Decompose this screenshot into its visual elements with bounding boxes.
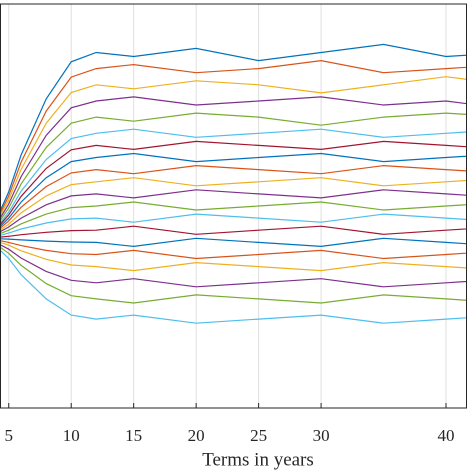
ticks: 5 10 15 20 25 30 40 bbox=[4, 403, 455, 445]
series-line bbox=[0, 76, 466, 218]
x-axis-label: Terms in years bbox=[202, 449, 314, 470]
series-line bbox=[0, 177, 466, 231]
x-tick-label: 5 bbox=[4, 426, 13, 445]
series-line bbox=[0, 240, 466, 260]
series-line bbox=[0, 112, 466, 222]
series-line bbox=[0, 140, 466, 226]
x-tick-label: 30 bbox=[313, 426, 330, 445]
series-line bbox=[0, 164, 466, 230]
grid bbox=[8, 4, 447, 408]
series-line bbox=[0, 96, 466, 220]
series-line bbox=[0, 152, 466, 228]
x-tick-label: 25 bbox=[250, 426, 267, 445]
series-line bbox=[0, 249, 466, 324]
x-tick-label: 40 bbox=[438, 426, 455, 445]
series-line bbox=[0, 241, 466, 272]
x-tick-label: 20 bbox=[188, 426, 205, 445]
series-line bbox=[0, 225, 466, 238]
x-tick-label: 10 bbox=[63, 426, 80, 445]
plot-area bbox=[0, 4, 466, 408]
lines bbox=[0, 43, 466, 324]
series-line bbox=[0, 201, 466, 235]
series-line bbox=[0, 237, 466, 248]
series-line bbox=[0, 213, 466, 236]
x-tick-label: 15 bbox=[125, 426, 142, 445]
series-line bbox=[0, 246, 466, 304]
series-line bbox=[0, 128, 466, 225]
series-line bbox=[0, 43, 466, 213]
series-line bbox=[0, 244, 466, 288]
series-line bbox=[0, 59, 466, 216]
plot-border bbox=[0, 3, 467, 409]
series-line bbox=[0, 189, 466, 233]
